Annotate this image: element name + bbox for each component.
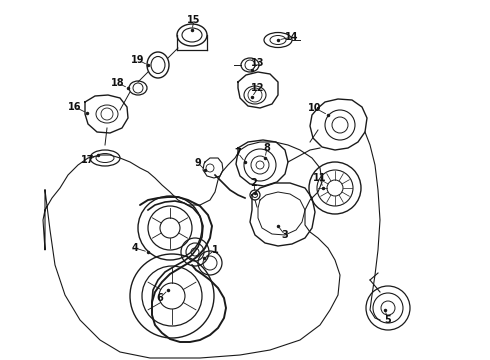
Text: 8: 8 (264, 143, 270, 153)
Text: 11: 11 (313, 173, 327, 183)
Text: 1: 1 (212, 245, 219, 255)
Text: 14: 14 (285, 32, 299, 42)
Text: 5: 5 (385, 315, 392, 325)
Text: 10: 10 (308, 103, 322, 113)
Text: 4: 4 (132, 243, 138, 253)
Text: 9: 9 (195, 158, 201, 168)
Text: 7: 7 (235, 148, 242, 158)
Text: 2: 2 (250, 178, 257, 188)
Text: 12: 12 (251, 83, 265, 93)
Text: 3: 3 (282, 230, 289, 240)
Text: 16: 16 (68, 102, 82, 112)
Text: 13: 13 (251, 58, 265, 68)
Text: 17: 17 (81, 155, 95, 165)
Text: 18: 18 (111, 78, 125, 88)
Text: 15: 15 (187, 15, 201, 25)
Text: 6: 6 (157, 293, 163, 303)
Text: 19: 19 (131, 55, 145, 65)
